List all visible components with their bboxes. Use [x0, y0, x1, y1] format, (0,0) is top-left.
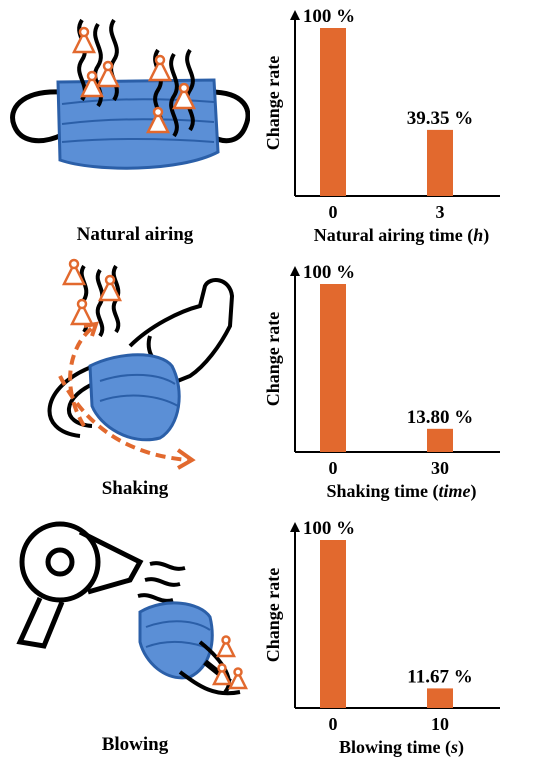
x-tick-label: 0 — [329, 714, 338, 734]
x-axis-label: Shaking time (time) — [326, 481, 476, 502]
chart-natural-airing: Change rate 100 % 0 39.35 % 3 Natural airing … — [263, 6, 500, 246]
data-label: 39.35 % — [407, 108, 474, 129]
bar — [427, 688, 453, 708]
x-axis-label: Blowing time (s) — [339, 737, 464, 758]
y-axis-label: Change rate — [263, 568, 283, 662]
chart-shaking: Change rate 100 % 0 13.80 % 30 Shaking time (… — [263, 262, 500, 502]
y-axis-arrow — [290, 10, 300, 20]
hair-dryer-blowing-mask-icon — [16, 521, 249, 696]
data-label: 100 % — [303, 518, 355, 539]
x-tick-label: 10 — [431, 714, 449, 734]
x-tick-label: 0 — [329, 202, 338, 222]
y-axis-arrow — [290, 266, 300, 276]
bar — [320, 28, 346, 196]
x-axis-label: Natural airing time (h) — [314, 225, 489, 246]
chart-blowing: Change rate 100 % 0 11.67 % 10 Blowing time (… — [263, 518, 500, 758]
caption-natural-airing: Natural airing — [76, 224, 194, 245]
panel-blowing: Blowing Change rate 100 % 0 11.67 % 10 Blowin… — [0, 512, 550, 768]
bar — [320, 284, 346, 452]
y-axis-label: Change rate — [263, 56, 283, 150]
mask-with-particles-icon — [10, 18, 250, 170]
data-label: 11.67 % — [407, 666, 472, 687]
hand-shaking-mask-icon — [47, 258, 235, 470]
data-label: 100 % — [303, 6, 355, 27]
data-label: 13.80 % — [407, 407, 474, 428]
data-label: 100 % — [303, 262, 355, 283]
panel-natural-airing: Natural airing Change rate 100 % 0 39.35 % 3… — [0, 0, 550, 256]
y-axis-label: Change rate — [263, 312, 283, 406]
x-tick-label: 30 — [431, 458, 449, 478]
y-axis-arrow — [290, 522, 300, 532]
panel-shaking: Shaking Change rate 100 % 0 13.80 % 30 Shakin… — [0, 256, 550, 512]
x-tick-label: 3 — [436, 202, 445, 222]
x-tick-label: 0 — [329, 458, 338, 478]
bar — [427, 129, 453, 196]
bar — [427, 428, 453, 452]
caption-blowing: Blowing — [101, 734, 169, 755]
caption-shaking: Shaking — [101, 478, 169, 499]
bar — [320, 540, 346, 708]
